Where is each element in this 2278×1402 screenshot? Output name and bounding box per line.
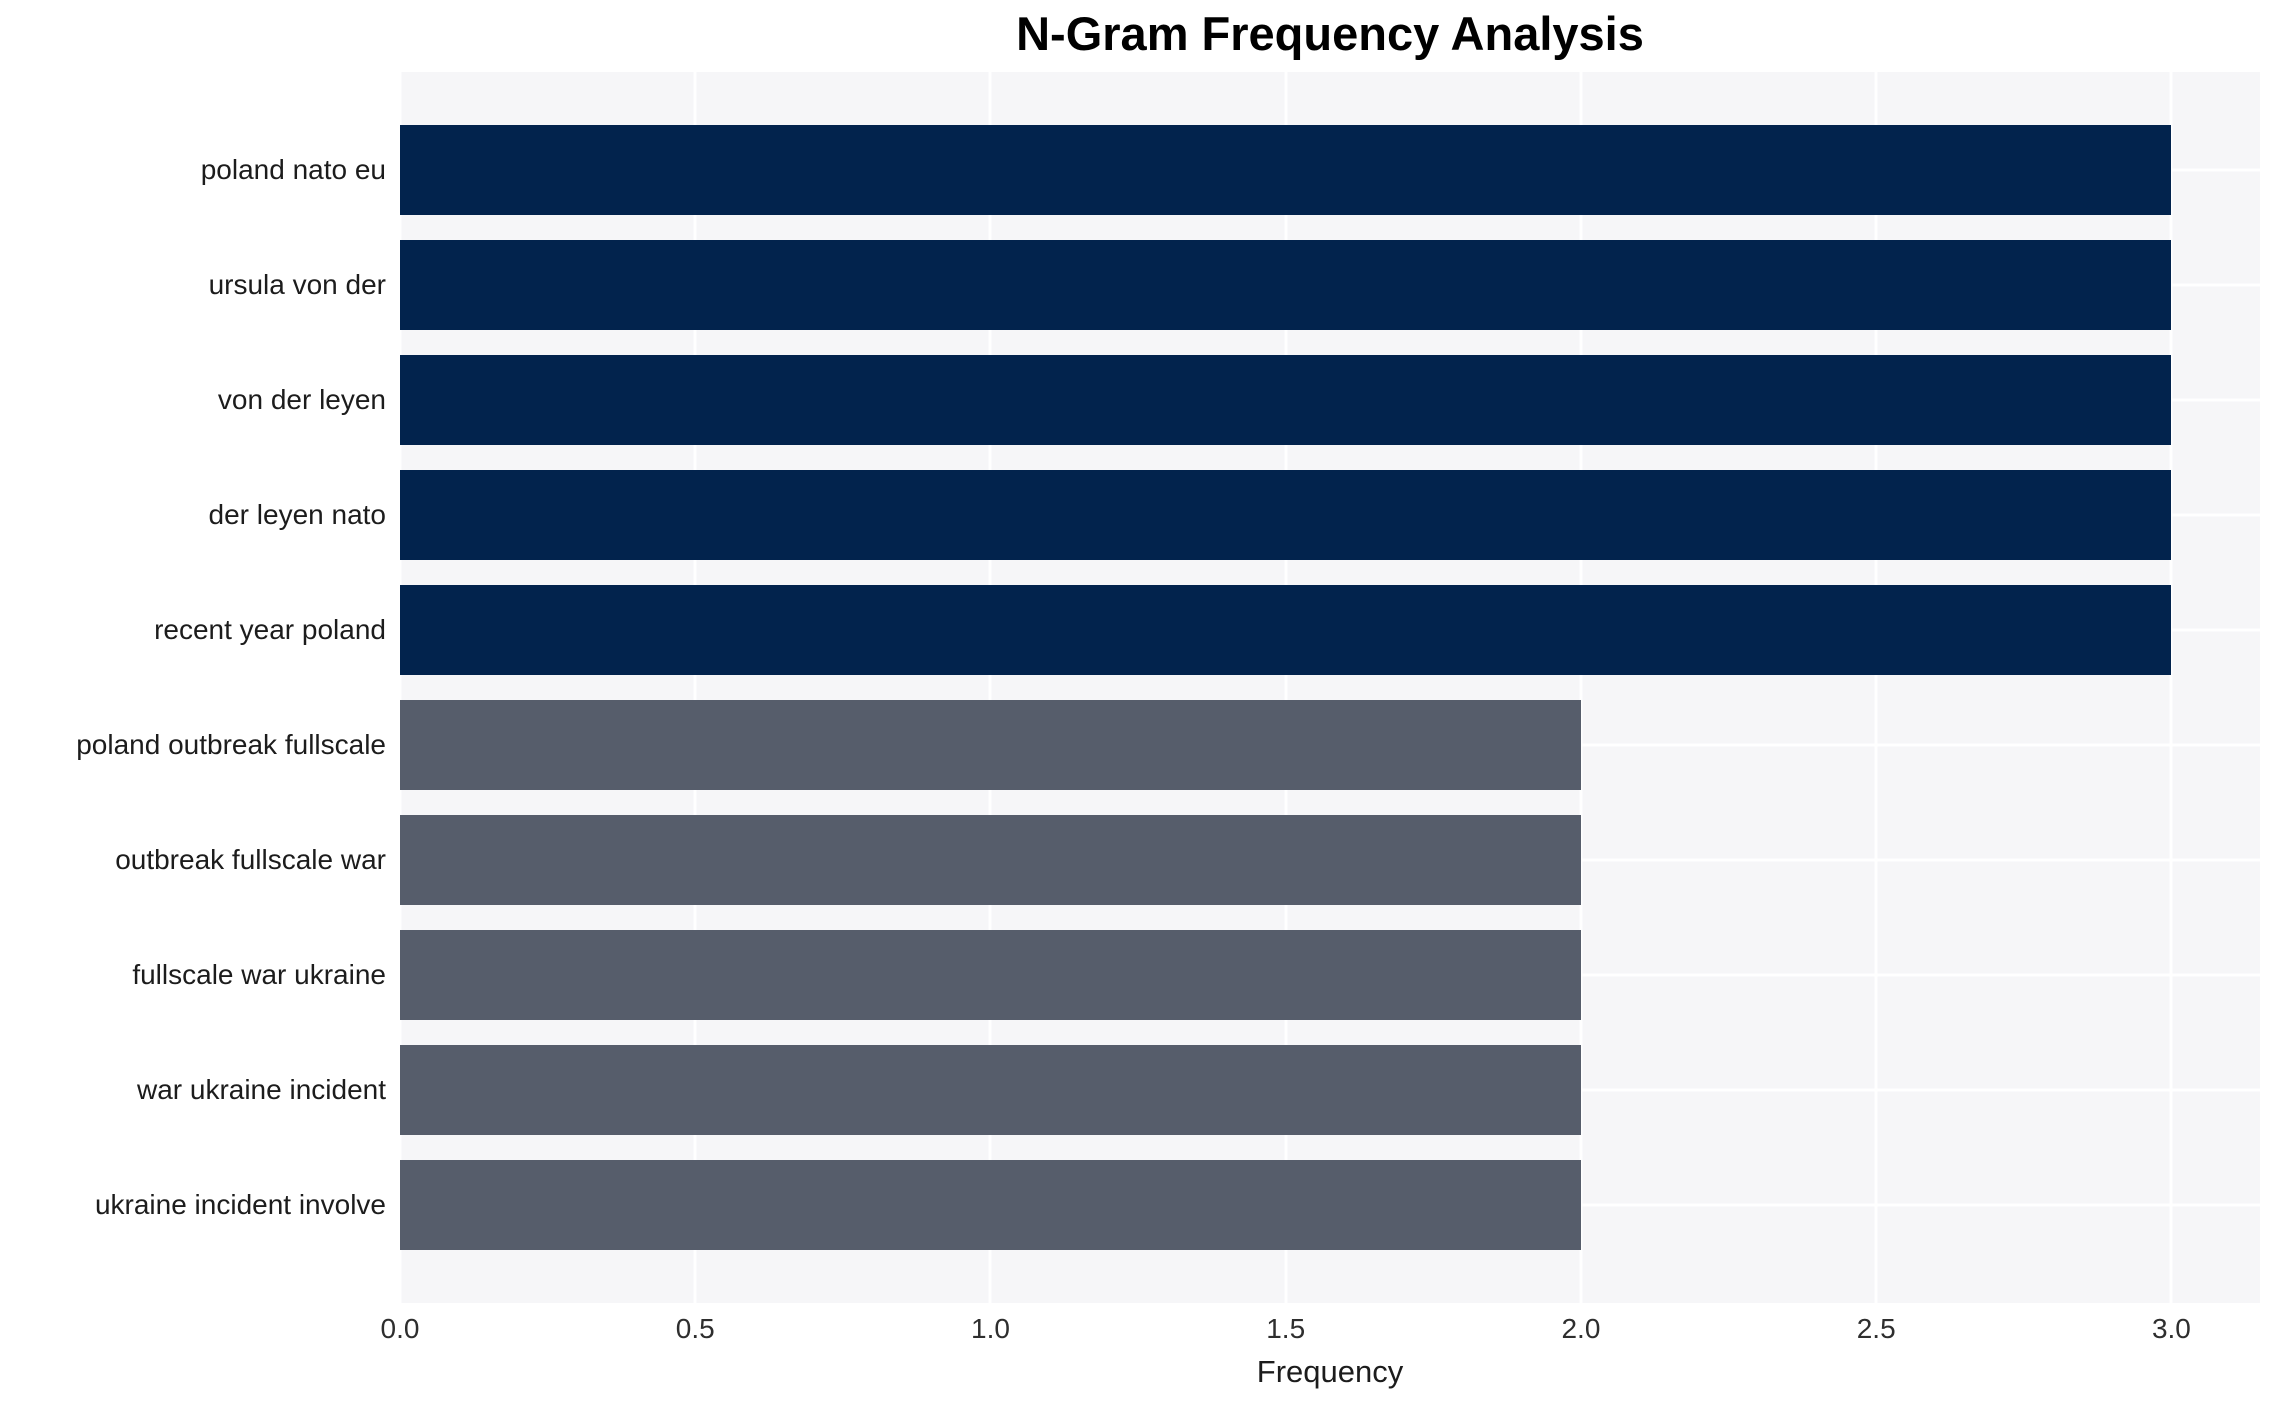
category-label: outbreak fullscale war — [115, 844, 386, 876]
bar — [400, 1160, 1581, 1251]
x-axis-tick-labels: 0.0 0.5 1.0 1.5 2.0 2.5 3.0 — [381, 1313, 2260, 1353]
vertical-gridline — [1874, 72, 1878, 1303]
bar — [400, 124, 2172, 215]
bar-row — [400, 227, 2260, 342]
x-axis-label: Frequency — [1256, 1354, 1404, 1389]
y-label-row: von der leyen — [0, 342, 386, 457]
bar — [400, 700, 1581, 791]
bar-row — [400, 112, 2260, 227]
bar-row — [400, 342, 2260, 457]
vertical-gridline — [988, 72, 992, 1303]
y-label-row: recent year poland — [0, 572, 386, 687]
y-label-row: war ukraine incident — [0, 1033, 386, 1148]
category-label: poland nato eu — [200, 153, 386, 185]
bar-row — [400, 1148, 2260, 1263]
bar — [400, 354, 2172, 445]
vertical-gridline — [398, 72, 402, 1303]
plot-area — [398, 72, 2260, 1303]
bar-row — [400, 803, 2260, 918]
category-label: war ukraine incident — [136, 1074, 386, 1106]
bar — [400, 469, 2172, 560]
bar — [400, 239, 2172, 330]
chart-title: N-Gram Frequency Analysis — [1016, 7, 1644, 60]
y-label-row: poland nato eu — [0, 112, 386, 227]
bar — [400, 815, 1581, 906]
bar-row — [400, 687, 2260, 802]
bar-row — [400, 918, 2260, 1033]
y-label-row: fullscale war ukraine — [0, 918, 386, 1033]
category-label: poland outbreak fullscale — [76, 729, 386, 761]
x-tick-label: 2.5 — [1856, 1313, 1896, 1344]
x-tick-label: 1.5 — [1266, 1313, 1306, 1344]
x-tick-label: 0.0 — [380, 1313, 420, 1344]
y-label-row: ursula von der — [0, 227, 386, 342]
gridline-layer — [398, 72, 2260, 1303]
y-axis-category-labels: poland nato eu ursula von der von der leye… — [0, 72, 386, 1303]
category-label: der leyen nato — [208, 498, 386, 530]
y-label-row: poland outbreak fullscale — [0, 687, 386, 802]
y-label-row: outbreak fullscale war — [0, 803, 386, 918]
category-label: ukraine incident involve — [94, 1189, 386, 1221]
x-tick-label: 2.0 — [1561, 1313, 1601, 1344]
bar — [400, 1045, 1581, 1136]
category-label: von der leyen — [217, 383, 386, 415]
bar-row — [400, 457, 2260, 572]
vertical-gridline — [1579, 72, 1583, 1303]
vertical-gridline — [693, 72, 697, 1303]
y-label-row: ukraine incident involve — [0, 1148, 386, 1263]
category-label: fullscale war ukraine — [132, 959, 386, 991]
vertical-gridline — [2169, 72, 2173, 1303]
bar-row — [400, 572, 2260, 687]
bar-rows-layer — [400, 72, 2260, 1303]
bar-row — [400, 1033, 2260, 1148]
x-tick-label: 3.0 — [2151, 1313, 2191, 1344]
vertical-gridline — [1284, 72, 1288, 1303]
y-label-row: der leyen nato — [0, 457, 386, 572]
x-tick-label: 0.5 — [675, 1313, 715, 1344]
category-label: recent year poland — [154, 613, 386, 645]
category-label: ursula von der — [208, 268, 386, 300]
x-tick-label: 1.0 — [971, 1313, 1010, 1344]
bar — [400, 584, 2172, 675]
bar — [400, 930, 1581, 1021]
